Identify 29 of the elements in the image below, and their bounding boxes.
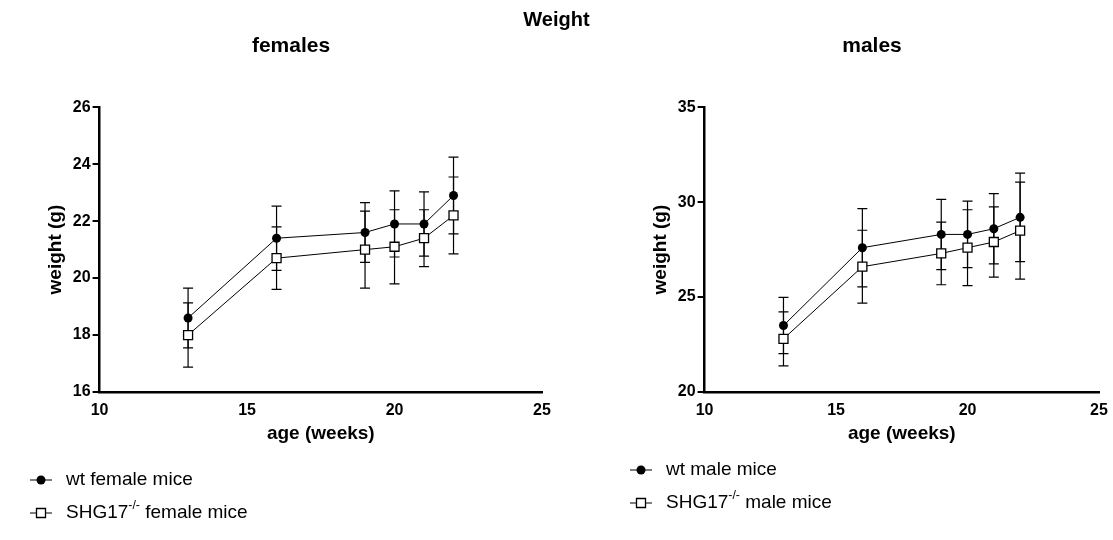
y-tick-label: 24 — [72, 154, 91, 172]
chart-title: females — [251, 33, 331, 57]
y-axis-title: weight (g) — [648, 204, 670, 296]
y-tick-label: 25 — [677, 287, 696, 305]
x-tick-label: 20 — [958, 401, 977, 419]
y-tick-label: 22 — [72, 211, 91, 229]
legend-label: wt female mice — [65, 468, 193, 490]
x-axis-title: age (weeks) — [847, 421, 956, 443]
x-axis-title: age (weeks) — [266, 421, 375, 443]
legend-label: SHG17-/- female mice — [66, 497, 248, 523]
x-tick-label: 20 — [385, 401, 404, 419]
text: Weight — [522, 8, 591, 31]
y-tick-label: 20 — [72, 268, 91, 286]
y-axis-title: weight (g) — [43, 204, 65, 296]
legend-label: SHG17-/- male mice — [666, 487, 832, 513]
y-tick-label: 16 — [72, 382, 91, 400]
y-tick-label: 30 — [677, 192, 696, 210]
y-tick-label: 26 — [72, 97, 91, 115]
chart-title: males — [842, 33, 902, 57]
x-tick-label: 10 — [90, 401, 109, 419]
x-tick-label: 10 — [695, 401, 714, 419]
legend-label: wt male mice — [665, 458, 777, 480]
y-tick-label: 20 — [677, 382, 696, 400]
x-tick-label: 15 — [827, 401, 846, 419]
y-tick-label: 35 — [677, 97, 696, 115]
x-tick-label: 15 — [238, 401, 257, 419]
x-tick-label: 25 — [533, 401, 551, 419]
y-tick-label: 18 — [72, 325, 91, 343]
x-tick-label: 25 — [1090, 401, 1108, 419]
